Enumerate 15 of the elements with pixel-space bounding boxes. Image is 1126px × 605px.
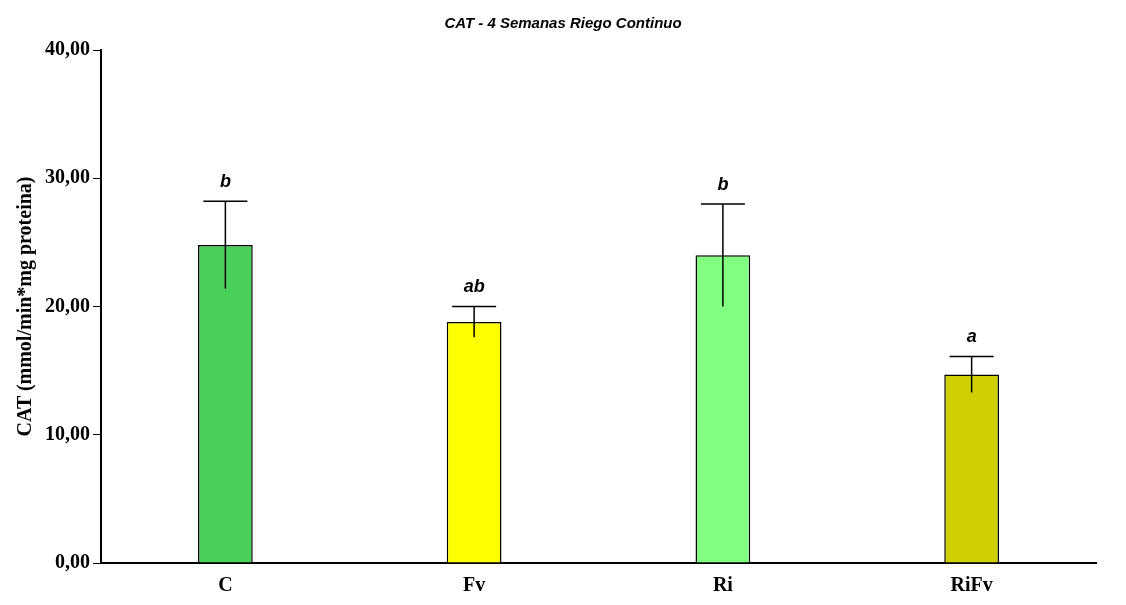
y-tick-label: 30,00 <box>45 165 90 188</box>
chart-title: CAT - 4 Semanas Riego Continuo <box>443 14 683 31</box>
y-tick-label: 40,00 <box>45 37 90 60</box>
annotation: b <box>717 173 729 194</box>
x-tick-label: C <box>218 573 233 596</box>
y-tick-label: 0,00 <box>55 550 90 573</box>
annotation: a <box>966 326 977 347</box>
x-tick-label: Ri <box>712 573 734 596</box>
y-axis-title: CAT (mmol/min*mg proteina) <box>13 176 37 437</box>
x-tick-label: RiFv <box>950 573 993 596</box>
y-tick-label: 10,00 <box>45 421 90 444</box>
annotation: ab <box>463 276 485 297</box>
x-tick-label: Fv <box>463 573 486 596</box>
y-tick-label: 20,00 <box>45 293 90 316</box>
annotation: b <box>219 171 231 192</box>
